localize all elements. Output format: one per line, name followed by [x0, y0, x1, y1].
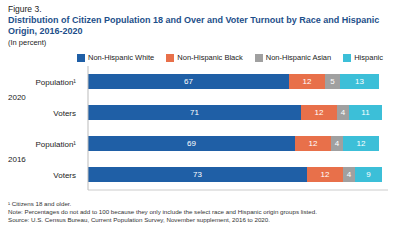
svg-text:5: 5 [330, 77, 335, 86]
html-text:¹ Citizens 18 and older.: ¹ Citizens 18 and older. [8, 200, 72, 207]
svg-text:12: 12 [309, 139, 318, 148]
svg-text:67: 67 [184, 77, 193, 86]
html-text:Distribution of Citizen Popula: Distribution of Citizen Population 18 an… [8, 15, 380, 36]
html-text:Non-Hispanic Asian: Non-Hispanic Asian [265, 53, 332, 62]
svg-text:12: 12 [303, 77, 312, 86]
svg-text:13: 13 [355, 77, 364, 86]
html-text:Non-Hispanic White: Non-Hispanic White [88, 53, 155, 62]
svg-text:Voters: Voters [53, 171, 76, 180]
svg-text:12: 12 [357, 139, 366, 148]
svg-text:12: 12 [315, 108, 324, 117]
html-text:Source: U.S. Census Bureau, Cu: Source: U.S. Census Bureau, Current Popu… [8, 216, 270, 223]
svg-text:12: 12 [321, 170, 330, 179]
svg-text:2020: 2020 [8, 93, 26, 102]
html-text:Note: Percentages do not add t: Note: Percentages do not add to 100 beca… [8, 208, 317, 215]
svg-text:71: 71 [190, 108, 199, 117]
html-text:Non-Hispanic Black: Non-Hispanic Black [177, 53, 243, 62]
svg-text:Population¹: Population¹ [36, 140, 77, 149]
html-text:(In percent): (In percent) [8, 38, 47, 47]
svg-text:4: 4 [335, 139, 340, 148]
svg-text:Population¹: Population¹ [36, 78, 77, 87]
svg-text:11: 11 [361, 108, 370, 117]
html-text:Hispanic: Hispanic [354, 53, 383, 62]
svg-text:73: 73 [193, 170, 202, 179]
svg-text:4: 4 [347, 170, 352, 179]
svg-text:9: 9 [366, 170, 371, 179]
svg-text:4: 4 [341, 108, 346, 117]
html-text:Figure 3.: Figure 3. [8, 4, 42, 14]
svg-text:69: 69 [187, 139, 196, 148]
svg-text:2016: 2016 [8, 155, 26, 164]
svg-text:Voters: Voters [53, 109, 76, 118]
